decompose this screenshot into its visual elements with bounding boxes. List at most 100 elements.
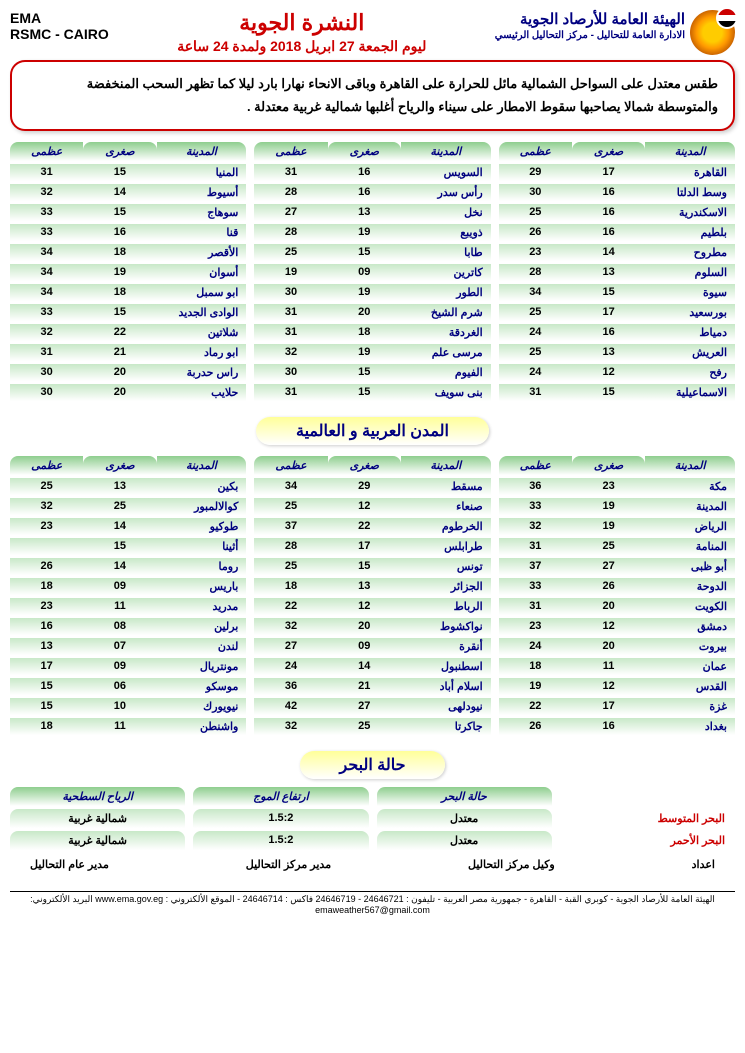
- min-cell: 15: [83, 304, 156, 321]
- max-cell: 25: [499, 344, 572, 361]
- max-cell: 34: [499, 284, 572, 301]
- city-cell: صنعاء: [401, 498, 491, 515]
- city-cell: رفح: [645, 364, 735, 381]
- max-cell: 26: [499, 224, 572, 241]
- city-cell: الطور: [401, 284, 491, 301]
- world-section-title: المدن العربية و العالمية: [256, 417, 489, 445]
- max-cell: 31: [499, 538, 572, 555]
- city-cell: عمان: [645, 658, 735, 675]
- table-row: مطروح1423: [499, 244, 735, 261]
- table-row: اسلام أباد2136: [254, 678, 490, 695]
- table-row: دمشق1223: [499, 618, 735, 635]
- min-cell: 19: [328, 224, 401, 241]
- city-cell: مرسى علم: [401, 344, 491, 361]
- table-row: رفح1224: [499, 364, 735, 381]
- th-max: عظمى: [10, 142, 83, 161]
- table-row: كاترين0919: [254, 264, 490, 281]
- max-cell: 29: [499, 164, 572, 181]
- table-row: القاهرة1729: [499, 164, 735, 181]
- table-row: قنا1633: [10, 224, 246, 241]
- min-cell: 15: [572, 384, 645, 401]
- max-cell: 13: [10, 638, 83, 655]
- max-cell: 25: [254, 244, 327, 261]
- min-cell: 20: [572, 638, 645, 655]
- table-row: نخل1327: [254, 204, 490, 221]
- table-row: لندن0713: [10, 638, 246, 655]
- max-cell: 24: [499, 638, 572, 655]
- city-cell: باريس: [157, 578, 247, 595]
- city-cell: مسقط: [401, 478, 491, 495]
- city-cell: الغردقة: [401, 324, 491, 341]
- city-cell: بورسعيد: [645, 304, 735, 321]
- max-cell: 15: [10, 698, 83, 715]
- min-cell: 19: [572, 518, 645, 535]
- table-row: حلايب2030: [10, 384, 246, 401]
- table-row: مكة2336: [499, 478, 735, 495]
- city-cell: نخل: [401, 204, 491, 221]
- min-cell: 09: [83, 578, 156, 595]
- max-cell: 30: [499, 184, 572, 201]
- min-cell: 17: [572, 164, 645, 181]
- table-row: تونس1525: [254, 558, 490, 575]
- max-cell: 37: [499, 558, 572, 575]
- sea-wave: 1.5:2: [193, 831, 368, 850]
- max-cell: 25: [254, 498, 327, 515]
- th-max: عظمى: [499, 456, 572, 475]
- egypt-tables: المدينة صغرى عظمى القاهرة1729وسط الدلتا1…: [10, 139, 735, 404]
- city-cell: طرابلس: [401, 538, 491, 555]
- min-cell: 17: [328, 538, 401, 555]
- city-cell: مدريد: [157, 598, 247, 615]
- max-cell: 30: [10, 384, 83, 401]
- table-row: الوادى الجديد1533: [10, 304, 246, 321]
- max-cell: [10, 538, 83, 555]
- th-max: عظمى: [10, 456, 83, 475]
- min-cell: 18: [83, 244, 156, 261]
- city-cell: شرم الشيخ: [401, 304, 491, 321]
- sea-label: البحر المتوسط: [560, 809, 735, 828]
- min-cell: 20: [83, 364, 156, 381]
- world-tables: المدينة صغرى عظمى مكة2336المدينة1933الري…: [10, 453, 735, 738]
- min-cell: 10: [83, 698, 156, 715]
- city-cell: واشنطن: [157, 718, 247, 735]
- table-row: السلوم1328: [499, 264, 735, 281]
- table-row: جاكرتا2532: [254, 718, 490, 735]
- bulletin-date: ليوم الجمعة 27 ابريل 2018 ولمدة 24 ساعة: [177, 38, 426, 55]
- table-row: برلين0816: [10, 618, 246, 635]
- table-row: الدوحة2633: [499, 578, 735, 595]
- min-cell: 18: [328, 324, 401, 341]
- max-cell: 22: [499, 698, 572, 715]
- forecast-text: طقس معتدل على السواحل الشمالية مائل للحر…: [10, 60, 735, 131]
- th-city: المدينة: [401, 456, 491, 475]
- table-row: السويس1631: [254, 164, 490, 181]
- max-cell: 25: [254, 558, 327, 575]
- city-cell: القاهرة: [645, 164, 735, 181]
- city-cell: الكويت: [645, 598, 735, 615]
- city-cell: اسلام أباد: [401, 678, 491, 695]
- sea-wind: شمالية غربية: [10, 831, 185, 850]
- table-row: المنيا1531: [10, 164, 246, 181]
- logo-icon: [690, 10, 735, 55]
- city-cell: تونس: [401, 558, 491, 575]
- city-cell: بلطيم: [645, 224, 735, 241]
- table-row: ابو رماد2131: [10, 344, 246, 361]
- city-cell: موسكو: [157, 678, 247, 695]
- sea-th-wave: ارتفاع الموج: [193, 787, 368, 806]
- city-cell: شلاتين: [157, 324, 247, 341]
- min-cell: 11: [83, 718, 156, 735]
- sea-th-wind: الرياح السطحية: [10, 787, 185, 806]
- th-city: المدينة: [645, 456, 735, 475]
- sea-th-state: حالة البحر: [377, 787, 552, 806]
- min-cell: 07: [83, 638, 156, 655]
- max-cell: 27: [254, 638, 327, 655]
- min-cell: 11: [572, 658, 645, 675]
- sig-prepare: اعداد: [692, 858, 715, 871]
- min-cell: 12: [328, 598, 401, 615]
- min-cell: 23: [572, 478, 645, 495]
- min-cell: 29: [328, 478, 401, 495]
- min-cell: 13: [328, 578, 401, 595]
- max-cell: 23: [10, 598, 83, 615]
- header-title-block: النشرة الجوية ليوم الجمعة 27 ابريل 2018 …: [177, 10, 426, 55]
- city-cell: المنيا: [157, 164, 247, 181]
- city-cell: الفيوم: [401, 364, 491, 381]
- max-cell: 23: [499, 244, 572, 261]
